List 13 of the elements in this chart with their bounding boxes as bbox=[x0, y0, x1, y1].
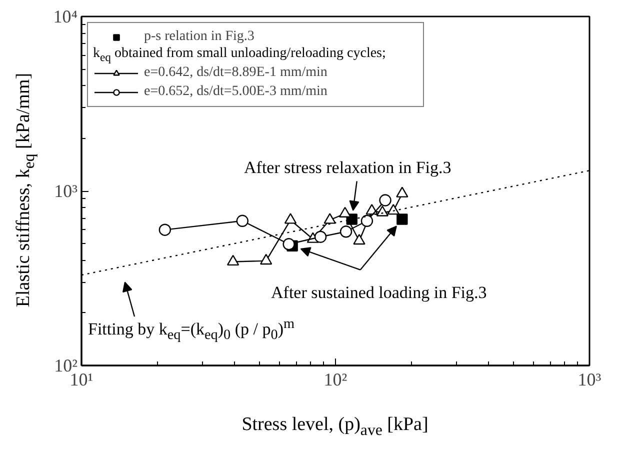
legend-label: e=0.652, ds/dt=5.00E-3 mm/min bbox=[144, 84, 328, 100]
y-tick-label: 10³ bbox=[54, 181, 78, 201]
legend-title: k$_{eq}$ obtained from small unloading/reloading cycles; bbox=[93, 46, 386, 66]
y-tick-label: 10⁴ bbox=[53, 6, 78, 26]
annotation: After sustained loading in Fig.3 bbox=[271, 283, 487, 303]
annotation: After stress relaxation in Fig.3 bbox=[244, 158, 452, 178]
legend-label: e=0.642, ds/dt=8.89E-1 mm/min bbox=[144, 65, 328, 81]
x-tick-label: 10² bbox=[324, 370, 348, 390]
x-tick-label: 10³ bbox=[578, 370, 602, 390]
x-axis-title: Stress level, (p)$_{ave}$ [kPa] bbox=[240, 414, 430, 441]
text: Fitting by k$_{eq}$=(k$_{eq}$)$_{0}$ (p / p$_{0}$)$^{m}$ bbox=[88, 316, 295, 344]
x-tick-label: 10¹ bbox=[70, 370, 94, 390]
legend-label: p-s relation in Fig.3 bbox=[144, 29, 256, 45]
